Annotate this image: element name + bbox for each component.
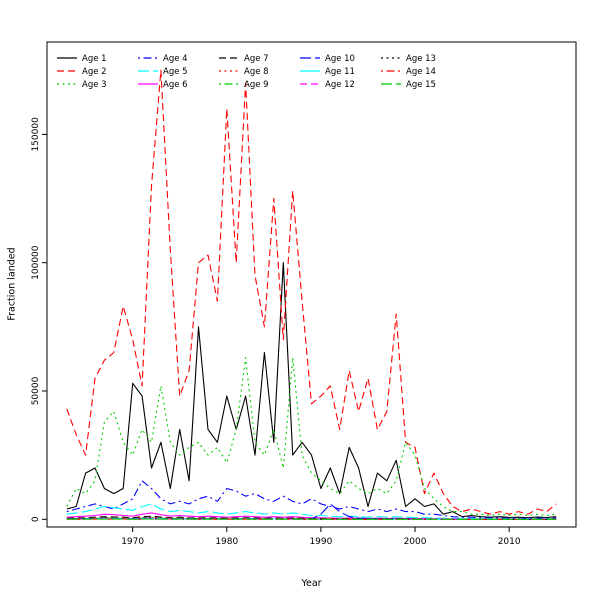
plot-border (46, 41, 577, 528)
x-tick-label: 1980 (215, 537, 238, 547)
y-tick-label: 50000 (31, 376, 41, 405)
legend-label: Age 5 (163, 67, 188, 77)
legend-label: Age 1 (82, 54, 107, 64)
series-line-age-1 (66, 262, 557, 519)
y-tick-label: 150000 (31, 117, 41, 152)
legend-label: Age 8 (244, 67, 269, 77)
series-line-age-2 (66, 69, 557, 515)
legend-label: Age 4 (163, 54, 188, 64)
legend-label: Age 9 (244, 80, 269, 90)
legend-label: Age 7 (244, 54, 269, 64)
x-tick-label: 2000 (404, 537, 427, 547)
legend-label: Age 13 (406, 54, 436, 64)
y-tick-label: 100000 (31, 245, 41, 280)
series-line-age-3 (66, 357, 557, 517)
legend-label: Age 6 (163, 80, 188, 90)
series-line-age-4 (66, 480, 557, 519)
legend-label: Age 12 (325, 80, 355, 90)
legend-label: Age 10 (325, 54, 355, 64)
legend-label: Age 3 (82, 80, 107, 90)
x-tick-label: 2010 (498, 537, 521, 547)
x-axis-label: Year (301, 578, 322, 589)
x-tick-label: 1970 (121, 537, 144, 547)
legend-label: Age 11 (325, 67, 355, 77)
x-tick-label: 1990 (309, 537, 332, 547)
y-axis-label: Fraction landed (6, 247, 18, 321)
legend-label: Age 14 (406, 67, 436, 77)
legend-label: Age 15 (406, 80, 436, 90)
legend-label: Age 2 (82, 67, 107, 77)
y-tick-label: 0 (31, 516, 41, 522)
